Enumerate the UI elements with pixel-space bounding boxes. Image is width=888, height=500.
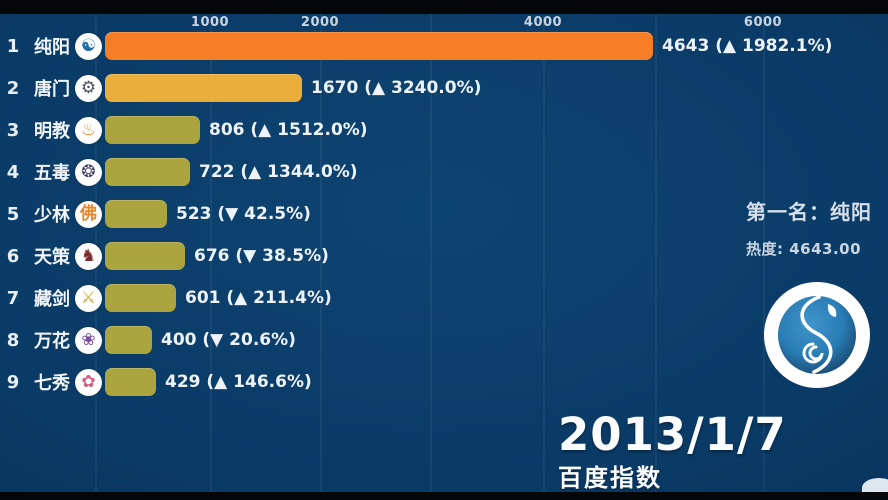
cavalry-icon: ♞ [75, 242, 102, 270]
gear-icon-glyph: ⚙ [80, 77, 97, 98]
rank-number: 7 [6, 287, 20, 309]
faction-name: 明教 [34, 121, 70, 142]
faction-name: 唐门 [34, 79, 70, 100]
venom-icon: ❂ [75, 158, 102, 186]
heat-value-label: 热度: 4643.00 [746, 240, 862, 258]
rank-number: 5 [6, 203, 20, 225]
chart-row: 2 唐门 ⚙ 1670 (▲ 3240.0%) [0, 67, 760, 109]
sword-icon-glyph: ⚔ [80, 287, 97, 308]
pink-flower-icon: ✿ [75, 368, 102, 396]
letterbox-bottom [0, 492, 888, 500]
chart-row: 5 少林 佛 523 (▼ 42.5%) [0, 193, 760, 235]
value-label: 601 (▲ 211.4%) [185, 288, 332, 308]
chart-row: 4 五毒 ❂ 722 (▲ 1344.0%) [0, 151, 760, 193]
gridline [430, 14, 432, 492]
value-bar [105, 242, 185, 270]
rank-number: 4 [6, 161, 20, 183]
letterbox-top [0, 0, 888, 14]
purple-flower-icon-glyph: ❀ [81, 329, 96, 350]
faction-name: 少林 [34, 205, 70, 226]
faction-name: 天策 [34, 247, 70, 268]
first-place-label: 第一名：纯阳 [746, 200, 872, 224]
faction-name: 藏剑 [34, 289, 70, 310]
chart-row: 8 万花 ❀ 400 (▼ 20.6%) [0, 319, 760, 361]
rank-number: 3 [6, 119, 20, 141]
value-label: 806 (▲ 1512.0%) [209, 120, 368, 140]
value-bar [105, 74, 302, 102]
taiji-icon: ☯ [75, 32, 102, 60]
purple-flower-icon: ❀ [75, 326, 102, 354]
value-label: 400 (▼ 20.6%) [161, 330, 296, 350]
flame-icon-glyph: ♨ [80, 119, 97, 140]
value-label: 722 (▲ 1344.0%) [199, 162, 358, 182]
axis-tick-label: 2000 [300, 15, 340, 30]
value-label: 429 (▲ 146.6%) [165, 372, 312, 392]
pink-flower-icon-glyph: ✿ [81, 371, 96, 392]
chunyang-taiji-logo [764, 282, 870, 388]
venom-icon-glyph: ❂ [81, 161, 96, 182]
value-label: 4643 (▲ 1982.1%) [662, 36, 833, 56]
rank-number: 6 [6, 245, 20, 267]
value-label: 676 (▼ 38.5%) [194, 246, 329, 266]
faction-name: 万花 [34, 331, 70, 352]
data-source-label: 百度指数 [558, 464, 662, 492]
footer: 2013/1/7 百度指数 [558, 412, 787, 493]
value-bar [105, 116, 200, 144]
rank-number: 2 [6, 77, 20, 99]
gridline [210, 14, 212, 492]
chart-row: 1 纯阳 ☯ 4643 (▲ 1982.1%) [0, 25, 832, 67]
gridline [320, 14, 322, 492]
rank-number: 9 [6, 371, 20, 393]
faction-name: 五毒 [34, 163, 70, 184]
value-bar [105, 368, 156, 396]
axis-tick-label: 6000 [743, 15, 783, 30]
cavalry-icon-glyph: ♞ [80, 245, 97, 266]
value-bar [105, 326, 152, 354]
gear-icon: ⚙ [75, 74, 102, 102]
buddha-icon-glyph: 佛 [80, 203, 97, 224]
axis-tick-label: 1000 [190, 15, 230, 30]
value-bar [105, 32, 653, 60]
gridline [655, 14, 657, 492]
rank-number: 1 [6, 35, 20, 57]
gridline [543, 14, 545, 492]
chart-row: 7 藏剑 ⚔ 601 (▲ 211.4%) [0, 277, 760, 319]
gridline [763, 14, 765, 492]
value-bar [105, 200, 167, 228]
chart-row: 3 明教 ♨ 806 (▲ 1512.0%) [0, 109, 760, 151]
chart-row: 9 七秀 ✿ 429 (▲ 146.6%) [0, 361, 760, 403]
buddha-icon: 佛 [75, 200, 102, 228]
rank-number: 8 [6, 329, 20, 351]
faction-name: 纯阳 [34, 37, 70, 58]
flame-icon: ♨ [75, 116, 102, 144]
x-axis: 1000 2000 4000 6000 [0, 15, 888, 31]
axis-tick-label: 4000 [523, 15, 563, 30]
current-date: 2013/1/7 [558, 408, 787, 461]
value-bar [105, 284, 176, 312]
faction-name: 七秀 [34, 373, 70, 394]
leader-panel: 第一名：纯阳 热度: 4643.00 [746, 196, 872, 259]
value-label: 523 (▼ 42.5%) [176, 204, 311, 224]
taiji-icon-glyph: ☯ [80, 35, 97, 56]
value-label: 1670 (▲ 3240.0%) [311, 78, 482, 98]
chart-rows: 1 纯阳 ☯ 4643 (▲ 1982.1%) 2 唐门 ⚙ 1670 (▲ 3… [0, 25, 832, 403]
chart-row: 6 天策 ♞ 676 (▼ 38.5%) [0, 235, 760, 277]
value-bar [105, 158, 190, 186]
sword-icon: ⚔ [75, 284, 102, 312]
